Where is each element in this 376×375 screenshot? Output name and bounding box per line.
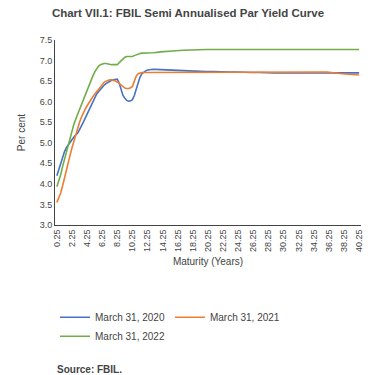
svg-text:28.25: 28.25 bbox=[263, 230, 273, 253]
svg-text:4.0: 4.0 bbox=[40, 179, 53, 189]
svg-text:March 31, 2022: March 31, 2022 bbox=[95, 331, 165, 342]
svg-text:14.25: 14.25 bbox=[158, 230, 168, 253]
svg-text:12.25: 12.25 bbox=[142, 230, 152, 253]
svg-text:5.0: 5.0 bbox=[40, 138, 53, 148]
svg-text:6.5: 6.5 bbox=[40, 76, 53, 86]
svg-text:30.25: 30.25 bbox=[278, 230, 288, 253]
svg-text:March 31, 2020: March 31, 2020 bbox=[95, 312, 165, 323]
svg-text:18.25: 18.25 bbox=[188, 230, 198, 253]
svg-text:34.25: 34.25 bbox=[309, 230, 319, 253]
svg-text:5.5: 5.5 bbox=[40, 117, 53, 127]
svg-text:March 31, 2021: March 31, 2021 bbox=[210, 312, 280, 323]
svg-text:26.25: 26.25 bbox=[248, 230, 258, 253]
svg-text:40.25: 40.25 bbox=[354, 230, 364, 253]
svg-text:0.25: 0.25 bbox=[52, 230, 62, 248]
svg-text:Source: FBIL.: Source: FBIL. bbox=[57, 364, 122, 375]
svg-text:6.25: 6.25 bbox=[97, 230, 107, 248]
svg-text:4.25: 4.25 bbox=[82, 230, 92, 248]
svg-text:16.25: 16.25 bbox=[173, 230, 183, 253]
svg-text:7.0: 7.0 bbox=[40, 56, 53, 66]
svg-text:24.25: 24.25 bbox=[233, 230, 243, 253]
svg-text:10.25: 10.25 bbox=[127, 230, 137, 253]
svg-text:3.5: 3.5 bbox=[40, 200, 53, 210]
svg-text:36.25: 36.25 bbox=[324, 230, 334, 253]
svg-text:7.5: 7.5 bbox=[40, 35, 53, 45]
svg-text:8.25: 8.25 bbox=[112, 230, 122, 248]
svg-text:4.5: 4.5 bbox=[40, 158, 53, 168]
svg-text:3.0: 3.0 bbox=[40, 220, 53, 230]
svg-text:32.25: 32.25 bbox=[294, 230, 304, 253]
svg-text:20.25: 20.25 bbox=[203, 230, 213, 253]
svg-text:6.0: 6.0 bbox=[40, 97, 53, 107]
svg-text:38.25: 38.25 bbox=[339, 230, 349, 253]
svg-text:Maturity (Years): Maturity (Years) bbox=[173, 256, 243, 267]
svg-text:Per cent: Per cent bbox=[16, 114, 27, 151]
svg-text:Chart VII.1: FBIL Semi Annuali: Chart VII.1: FBIL Semi Annualised Par Yi… bbox=[52, 7, 324, 19]
svg-text:2.25: 2.25 bbox=[67, 230, 77, 248]
svg-text:22.25: 22.25 bbox=[218, 230, 228, 253]
